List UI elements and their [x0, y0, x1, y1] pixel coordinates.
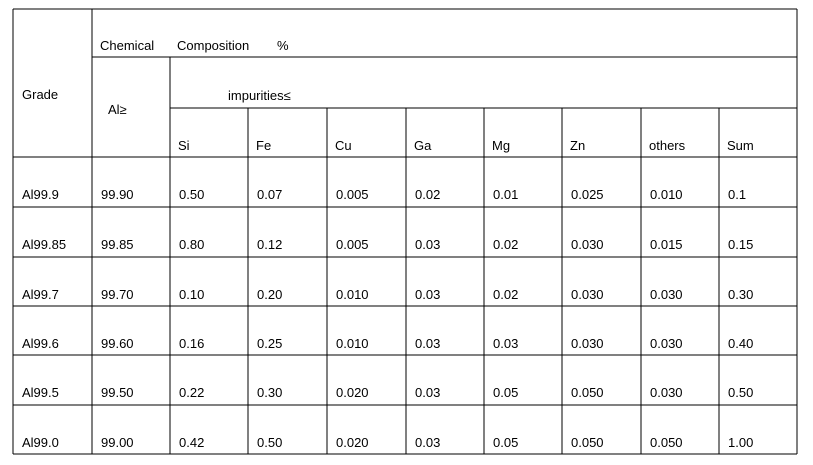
table-cell: 0.02	[493, 237, 518, 252]
table-cell: 0.005	[336, 237, 369, 252]
column-header: Mg	[492, 138, 510, 153]
table-cell: 0.050	[571, 435, 604, 450]
table-cell: 0.50	[728, 385, 753, 400]
table-cell: 0.07	[257, 187, 282, 202]
table-cell: 0.030	[571, 336, 604, 351]
table-cell: Al99.9	[22, 187, 59, 202]
table-cell: 99.00	[101, 435, 134, 450]
header-cell: impurities≤	[228, 88, 291, 103]
table-cell: 99.85	[101, 237, 134, 252]
table-cell: 0.05	[493, 385, 518, 400]
table-cell: 0.15	[728, 237, 753, 252]
table-cell: 0.020	[336, 385, 369, 400]
column-header: Ga	[414, 138, 432, 153]
table-cell: 0.03	[415, 336, 440, 351]
column-header: Cu	[335, 138, 352, 153]
header-cell: %	[277, 38, 289, 53]
table-cell: 0.16	[179, 336, 204, 351]
table-cell: 0.02	[415, 187, 440, 202]
column-header: Zn	[570, 138, 585, 153]
table-cell: 0.25	[257, 336, 282, 351]
column-header: Fe	[256, 138, 271, 153]
table-cell: 0.020	[336, 435, 369, 450]
table-cell: 0.50	[179, 187, 204, 202]
table-cell: 1.00	[728, 435, 753, 450]
table-cell: Al99.85	[22, 237, 66, 252]
header-cell: Chemical	[100, 38, 154, 53]
header-cell: Grade	[22, 87, 58, 102]
table-cell: 0.010	[650, 187, 683, 202]
column-header: Sum	[727, 138, 754, 153]
table-cell: 0.010	[336, 336, 369, 351]
table-cell: 0.42	[179, 435, 204, 450]
column-header: others	[649, 138, 686, 153]
table-cell: 0.22	[179, 385, 204, 400]
table-cell: 0.30	[728, 287, 753, 302]
table-cell: 0.30	[257, 385, 282, 400]
table-cell: 0.005	[336, 187, 369, 202]
table-cell: 99.50	[101, 385, 134, 400]
table-cell: 0.80	[179, 237, 204, 252]
table-cell: 0.40	[728, 336, 753, 351]
table-cell: 0.050	[650, 435, 683, 450]
table-cell: 0.050	[571, 385, 604, 400]
table-cell: 0.025	[571, 187, 604, 202]
table-cell: Al99.5	[22, 385, 59, 400]
table-cell: 0.50	[257, 435, 282, 450]
table-cell: 0.03	[415, 435, 440, 450]
table-cell: 99.90	[101, 187, 134, 202]
header-cell: Al≥	[108, 102, 127, 117]
header-cell: Composition	[177, 38, 249, 53]
table-cell: 0.030	[650, 287, 683, 302]
table-cell: 0.20	[257, 287, 282, 302]
table-cell: 0.03	[415, 237, 440, 252]
table-cell: 0.030	[571, 287, 604, 302]
table-cell: 0.03	[415, 287, 440, 302]
table-cell: 0.030	[650, 336, 683, 351]
table-cell: 0.03	[493, 336, 518, 351]
table-cell: 0.015	[650, 237, 683, 252]
table-cell: 99.60	[101, 336, 134, 351]
table-cell: Al99.0	[22, 435, 59, 450]
table-cell: 0.05	[493, 435, 518, 450]
table-cell: 0.030	[650, 385, 683, 400]
table-cell: 0.10	[179, 287, 204, 302]
column-header: Si	[178, 138, 190, 153]
table-cell: Al99.6	[22, 336, 59, 351]
table-cell: 0.02	[493, 287, 518, 302]
table-cell: 0.1	[728, 187, 746, 202]
table-cell: 99.70	[101, 287, 134, 302]
table-cell: Al99.7	[22, 287, 59, 302]
table-cell: 0.030	[571, 237, 604, 252]
table-cell: 0.03	[415, 385, 440, 400]
table-cell: 0.01	[493, 187, 518, 202]
table-cell: 0.12	[257, 237, 282, 252]
table-cell: 0.010	[336, 287, 369, 302]
